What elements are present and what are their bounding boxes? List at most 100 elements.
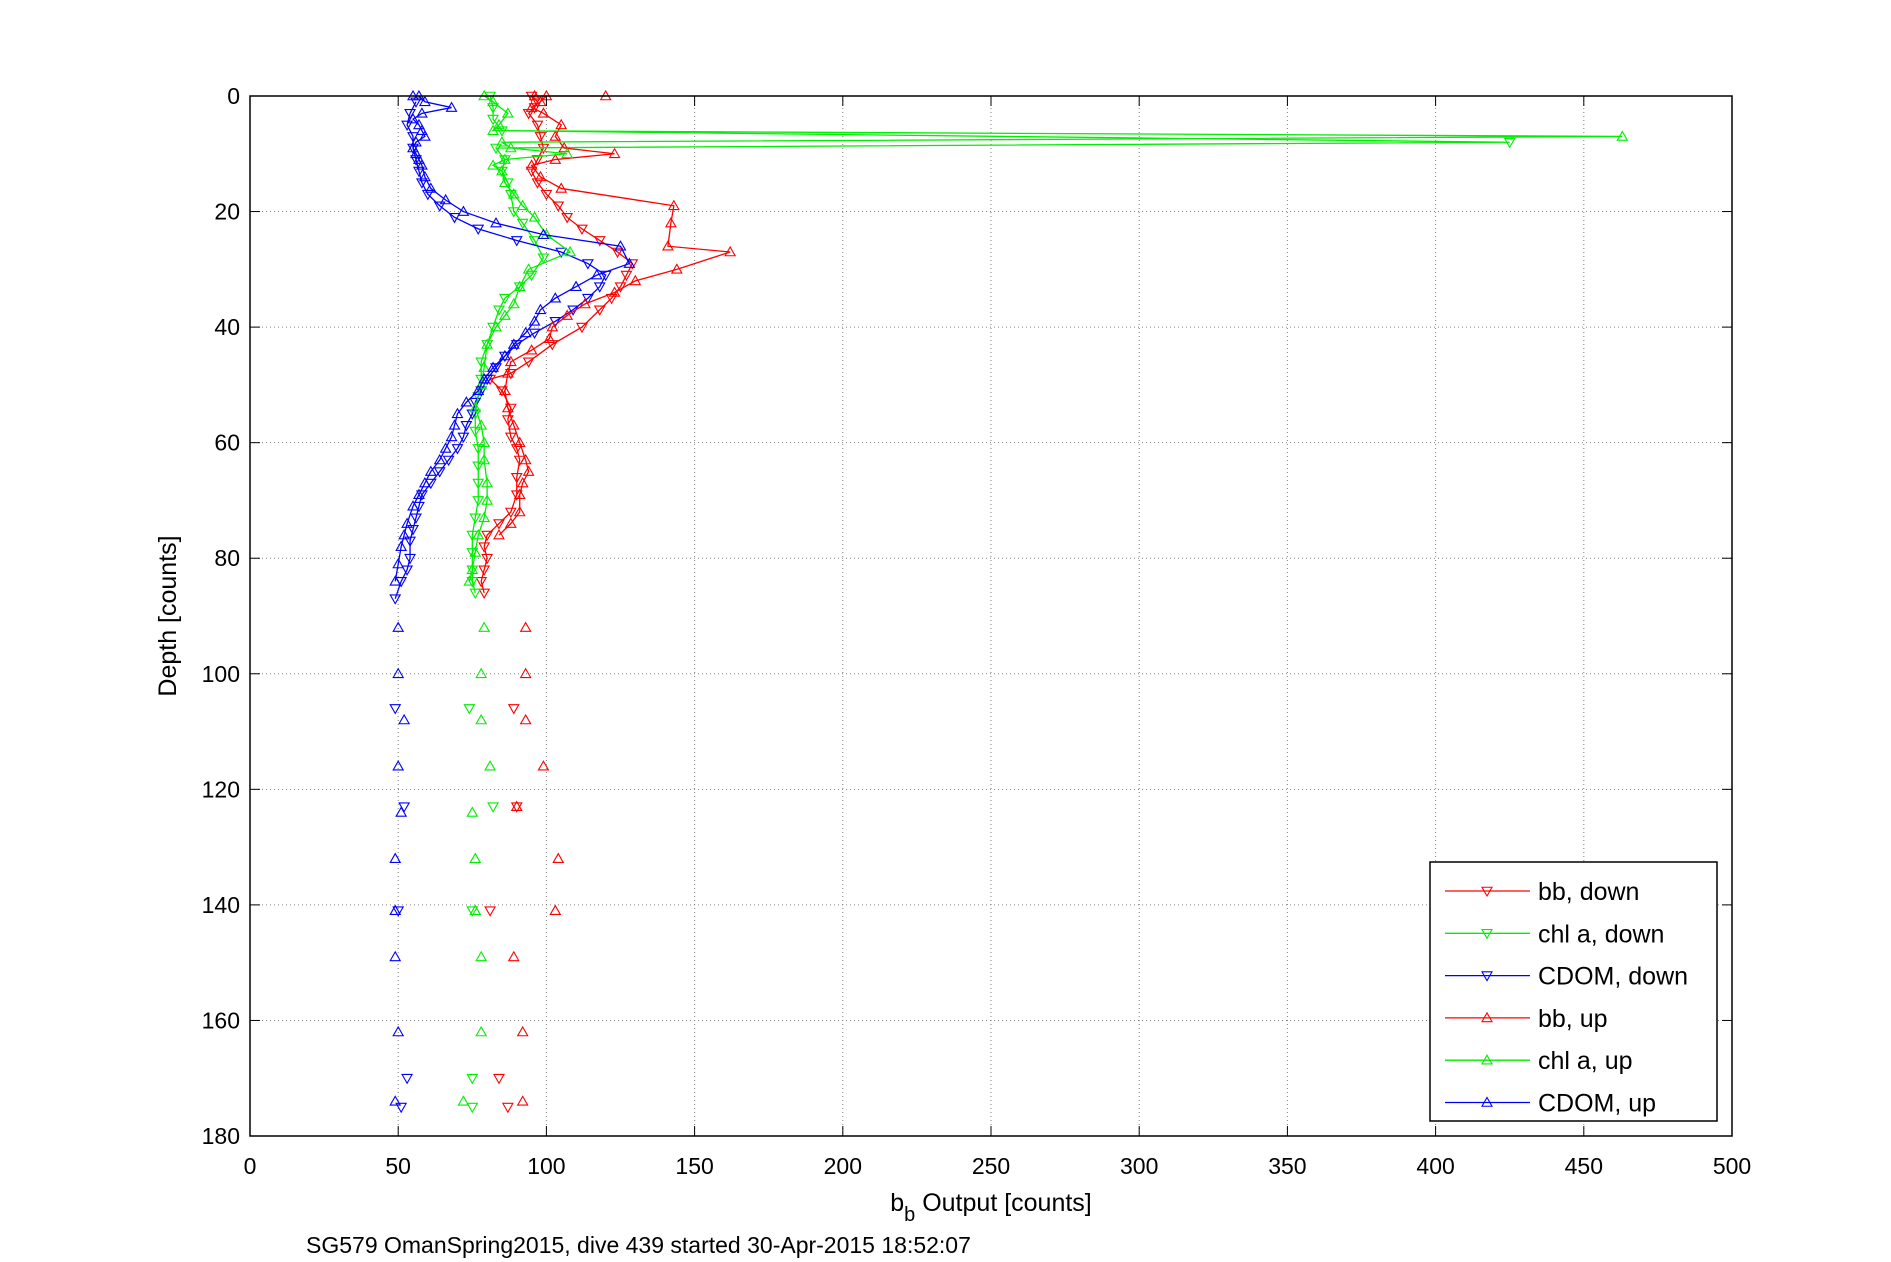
data-point xyxy=(513,436,526,447)
data-point xyxy=(463,704,476,715)
data-point xyxy=(407,141,419,153)
data-point xyxy=(504,507,517,519)
data-point xyxy=(507,207,520,218)
data-point xyxy=(433,201,446,212)
data-point xyxy=(478,373,491,384)
data-point xyxy=(401,1073,414,1085)
data-point xyxy=(507,338,520,349)
data-point xyxy=(498,309,511,320)
data-point xyxy=(404,553,417,565)
data-point xyxy=(472,224,485,235)
data-point xyxy=(445,101,458,112)
data-point xyxy=(392,1025,405,1037)
data-point xyxy=(493,529,505,540)
legend: bb, down chl a, down CDOM, down bb, up chl a… xyxy=(1429,861,1718,1122)
data-point xyxy=(478,453,491,465)
data-point xyxy=(501,401,514,413)
data-point xyxy=(413,488,425,499)
data-point xyxy=(407,525,419,536)
data-point xyxy=(498,293,511,305)
data-point xyxy=(478,511,491,523)
data-point xyxy=(549,292,562,303)
data-point xyxy=(487,103,499,114)
data-point xyxy=(501,107,514,118)
data-point xyxy=(487,361,499,372)
data-point xyxy=(510,473,523,484)
series-line xyxy=(394,95,631,582)
data-point xyxy=(481,477,494,488)
data-point xyxy=(593,282,606,293)
data-point xyxy=(392,557,405,569)
data-point xyxy=(516,1025,529,1037)
data-point xyxy=(498,176,511,187)
x-axis-label: bb Output [counts] xyxy=(890,1189,1092,1226)
x-axis-label-main: b xyxy=(890,1189,904,1217)
data-point xyxy=(576,322,588,334)
data-point xyxy=(620,270,633,282)
data-point xyxy=(593,236,606,247)
grid-lines xyxy=(250,96,1732,1136)
data-point xyxy=(415,490,428,501)
data-point xyxy=(398,529,411,540)
data-point xyxy=(531,155,544,166)
data-point xyxy=(389,704,402,715)
data-point xyxy=(504,432,517,443)
data-point xyxy=(513,282,526,293)
data-point xyxy=(421,189,434,201)
x-tick-label: 350 xyxy=(1268,1153,1306,1179)
data-point xyxy=(392,621,405,632)
series-line xyxy=(468,95,1623,582)
legend-swatch-marker xyxy=(1481,928,1493,940)
data-point xyxy=(498,349,511,361)
data-point xyxy=(475,713,488,725)
data-point xyxy=(410,513,422,524)
data-point xyxy=(608,147,621,159)
x-axis-label-subscript: b xyxy=(904,1204,915,1226)
data-point xyxy=(552,201,565,212)
legend-swatch-marker xyxy=(1481,1054,1493,1065)
data-point xyxy=(472,444,485,455)
data-point xyxy=(392,906,405,917)
data-point xyxy=(445,430,458,442)
data-point xyxy=(510,444,523,455)
data-point xyxy=(555,182,568,193)
data-point xyxy=(401,120,414,131)
data-point xyxy=(493,519,505,530)
legend-label: CDOM, down xyxy=(1538,963,1688,991)
data-point xyxy=(493,305,505,316)
data-point xyxy=(507,419,520,430)
data-point xyxy=(413,118,425,130)
series-unnamed xyxy=(484,704,523,1114)
data-point xyxy=(519,667,532,679)
data-point xyxy=(404,536,417,547)
data-point xyxy=(501,1102,514,1114)
data-point xyxy=(564,245,577,257)
data-point xyxy=(495,165,508,176)
data-point xyxy=(546,321,559,332)
x-axis-label-rest: Output [counts] xyxy=(915,1189,1092,1217)
data-point xyxy=(484,906,497,917)
data-point xyxy=(555,118,568,130)
data-point xyxy=(457,205,470,216)
legend-label: bb, up xyxy=(1538,1005,1608,1033)
x-tick-label: 250 xyxy=(972,1153,1010,1179)
data-point xyxy=(724,245,737,257)
data-point xyxy=(531,120,544,131)
data-point xyxy=(534,95,547,107)
data-point xyxy=(466,563,479,575)
data-point xyxy=(537,228,550,239)
data-point xyxy=(581,259,594,270)
data-point xyxy=(516,477,529,488)
y-tick-label: 160 xyxy=(202,1007,240,1033)
legend-swatch-marker xyxy=(1481,1096,1493,1107)
data-point xyxy=(466,409,479,420)
data-point xyxy=(475,950,488,962)
data-point xyxy=(398,713,411,725)
data-point xyxy=(451,444,464,455)
data-point xyxy=(469,513,482,524)
data-point xyxy=(389,594,402,605)
data-point xyxy=(418,170,431,182)
data-point xyxy=(519,621,532,632)
legend-box xyxy=(1429,861,1718,1122)
